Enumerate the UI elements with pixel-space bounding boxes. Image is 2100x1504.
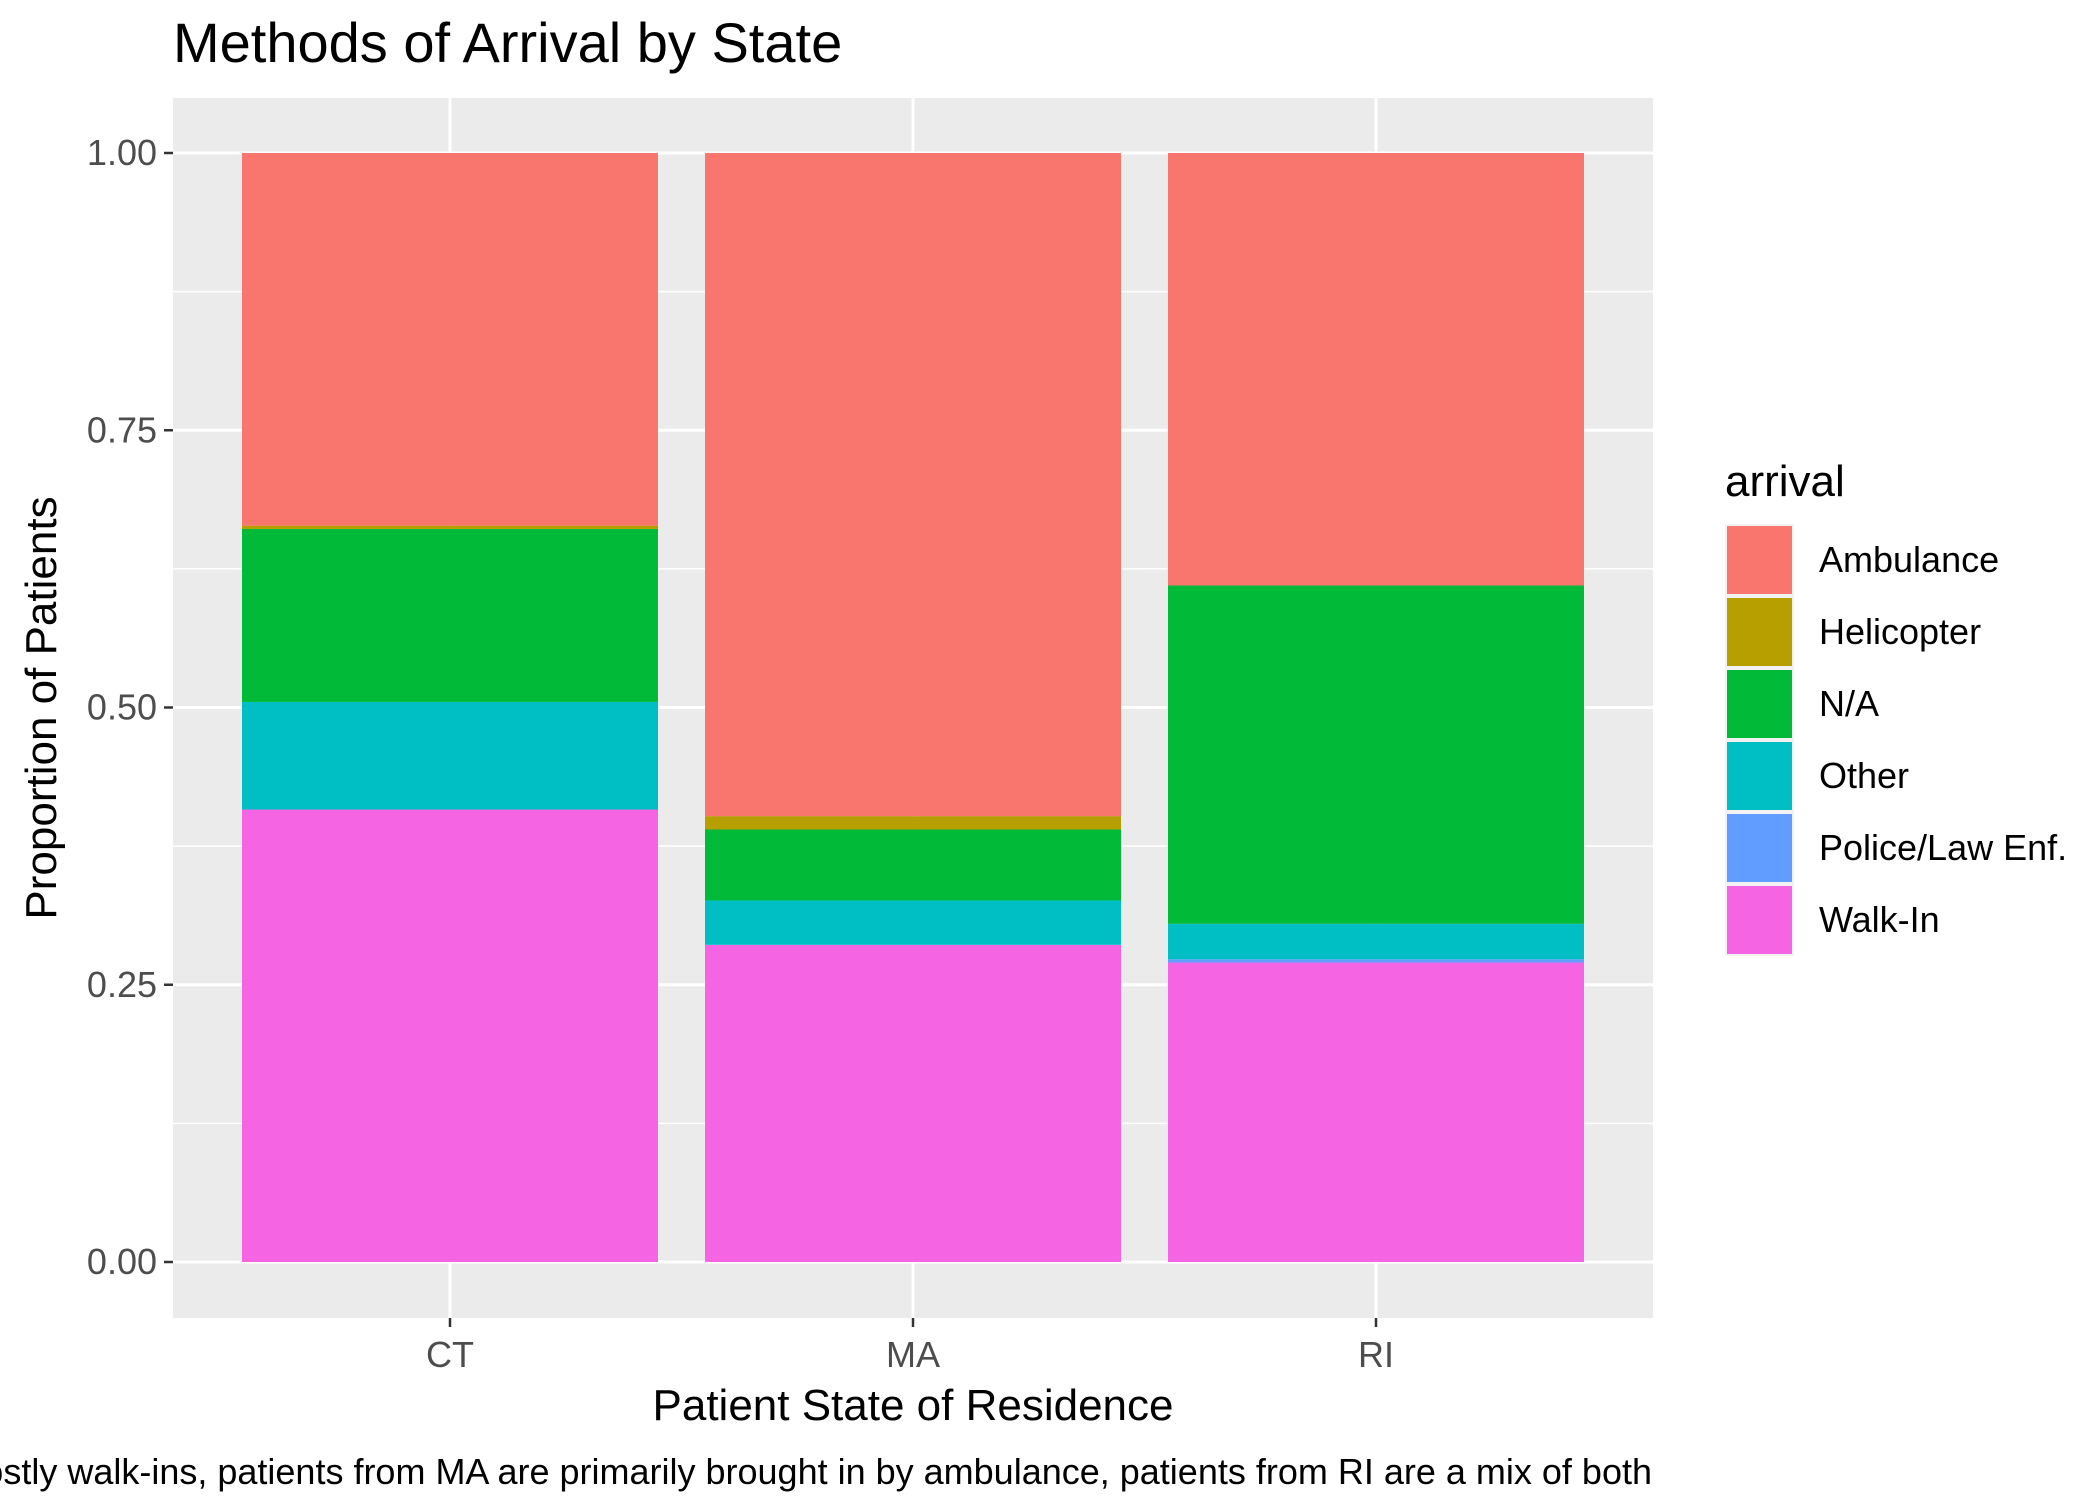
legend-key [1727, 742, 1792, 810]
y-tick-label: 0.50 [87, 687, 157, 728]
x-tick-label: RI [1358, 1334, 1394, 1375]
x-axis-title: Patient State of Residence [653, 1381, 1174, 1430]
x-axis: CT MA RI [426, 1318, 1394, 1375]
bars [242, 153, 1584, 1262]
bar-segment [242, 153, 658, 526]
bar-segment [242, 701, 658, 810]
y-tick-label: 1.00 [87, 132, 157, 173]
y-tick-label: 0.00 [87, 1241, 157, 1282]
bar-segment [705, 944, 1121, 1262]
y-tick-label: 0.75 [87, 409, 157, 450]
x-tick-label: MA [886, 1334, 940, 1375]
bar-segment [1168, 959, 1584, 963]
legend-key [1727, 814, 1792, 882]
legend-label: Police/Law Enf. [1819, 827, 2067, 868]
chart-title: Methods of Arrival by State [173, 11, 842, 74]
x-tick-label: CT [426, 1334, 474, 1375]
bar-segment [242, 528, 658, 702]
legend-label: Other [1819, 755, 1909, 796]
legend-title: arrival [1725, 457, 1845, 506]
bar-segment [705, 816, 1121, 830]
bar-segment [1168, 585, 1584, 924]
legend-key [1727, 598, 1792, 666]
legend-key [1727, 886, 1792, 954]
legend-label: N/A [1819, 683, 1879, 724]
bar-segment [705, 153, 1121, 817]
bar-segment [705, 900, 1121, 945]
y-axis-title: Proportion of Patients [17, 496, 66, 919]
y-tick-label: 0.25 [87, 964, 157, 1005]
legend: arrival Ambulance Helicopter N/A Other Polic… [1725, 457, 2067, 956]
bar-segment [242, 525, 658, 529]
y-axis: 0.00 0.25 0.50 0.75 1.00 [87, 132, 173, 1282]
legend-key [1727, 526, 1792, 594]
legend-label: Walk-In [1819, 899, 1940, 940]
bar-segment [1168, 962, 1584, 1262]
legend-label: Ambulance [1819, 539, 1999, 580]
legend-key [1727, 670, 1792, 738]
bar-segment [1168, 923, 1584, 960]
bar-segment [242, 809, 658, 1262]
bar-segment [1168, 153, 1584, 586]
bar-segment [705, 829, 1121, 901]
legend-label: Helicopter [1819, 611, 1981, 652]
chart-caption: Patients from CT are mostly walk-ins, pa… [0, 1451, 1652, 1492]
